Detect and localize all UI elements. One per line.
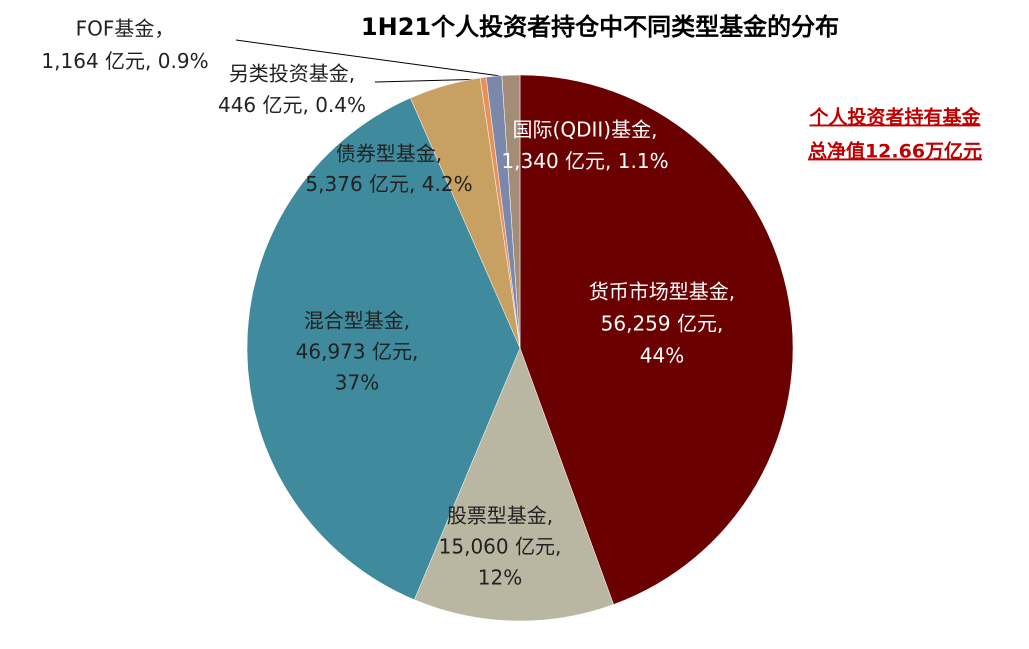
value-share-label: 1,340 亿元, 1.1% (501, 149, 668, 173)
value-label: 15,060 亿元, (439, 535, 562, 559)
slice-label: 另类投资基金, (229, 62, 355, 86)
share-label: 0.9% (151, 49, 208, 73)
slice-label: 混合型基金, (304, 309, 410, 333)
share-label: 4.2% (415, 172, 472, 196)
pie-slice (413, 347, 614, 622)
value-label: 46,973 亿元, (296, 340, 419, 364)
pie (246, 74, 794, 622)
value-share-label: 5,376 亿元, 4.2% (305, 172, 472, 196)
value-label: 1,340 亿元, (501, 149, 611, 173)
share-label: 0.4% (309, 93, 366, 117)
slice-label: FOF基金， (76, 17, 175, 41)
value-label: 1,164 亿元, (41, 49, 151, 73)
value-label: 446 亿元, (218, 93, 309, 117)
value-label: 56,259 亿元, (601, 312, 724, 336)
slice-label: 国际(QDII)基金, (513, 118, 658, 142)
value-label: 5,376 亿元, (305, 172, 415, 196)
chart-title: 1H21个人投资者持仓中不同类型基金的分布 (361, 13, 839, 41)
pie-slice (519, 74, 794, 605)
pie-slice (246, 97, 521, 601)
annotation: 总净值12.66万亿元 (808, 140, 982, 163)
value-share-label: 1,164 亿元, 0.9% (41, 49, 208, 73)
leader-line (235, 39, 509, 78)
slice-label: 债券型基金, (336, 142, 442, 166)
share-label: 44% (640, 344, 684, 368)
slice-label: 股票型基金, (447, 504, 553, 528)
annotation: 个人投资者持有基金 (808, 106, 981, 129)
slice-label: 货币市场型基金, (589, 280, 735, 304)
share-label: 1.1% (611, 149, 668, 173)
share-label: 37% (335, 371, 379, 395)
value-share-label: 446 亿元, 0.4% (218, 93, 366, 117)
share-label: 12% (478, 566, 522, 590)
pie-slice (501, 74, 521, 349)
